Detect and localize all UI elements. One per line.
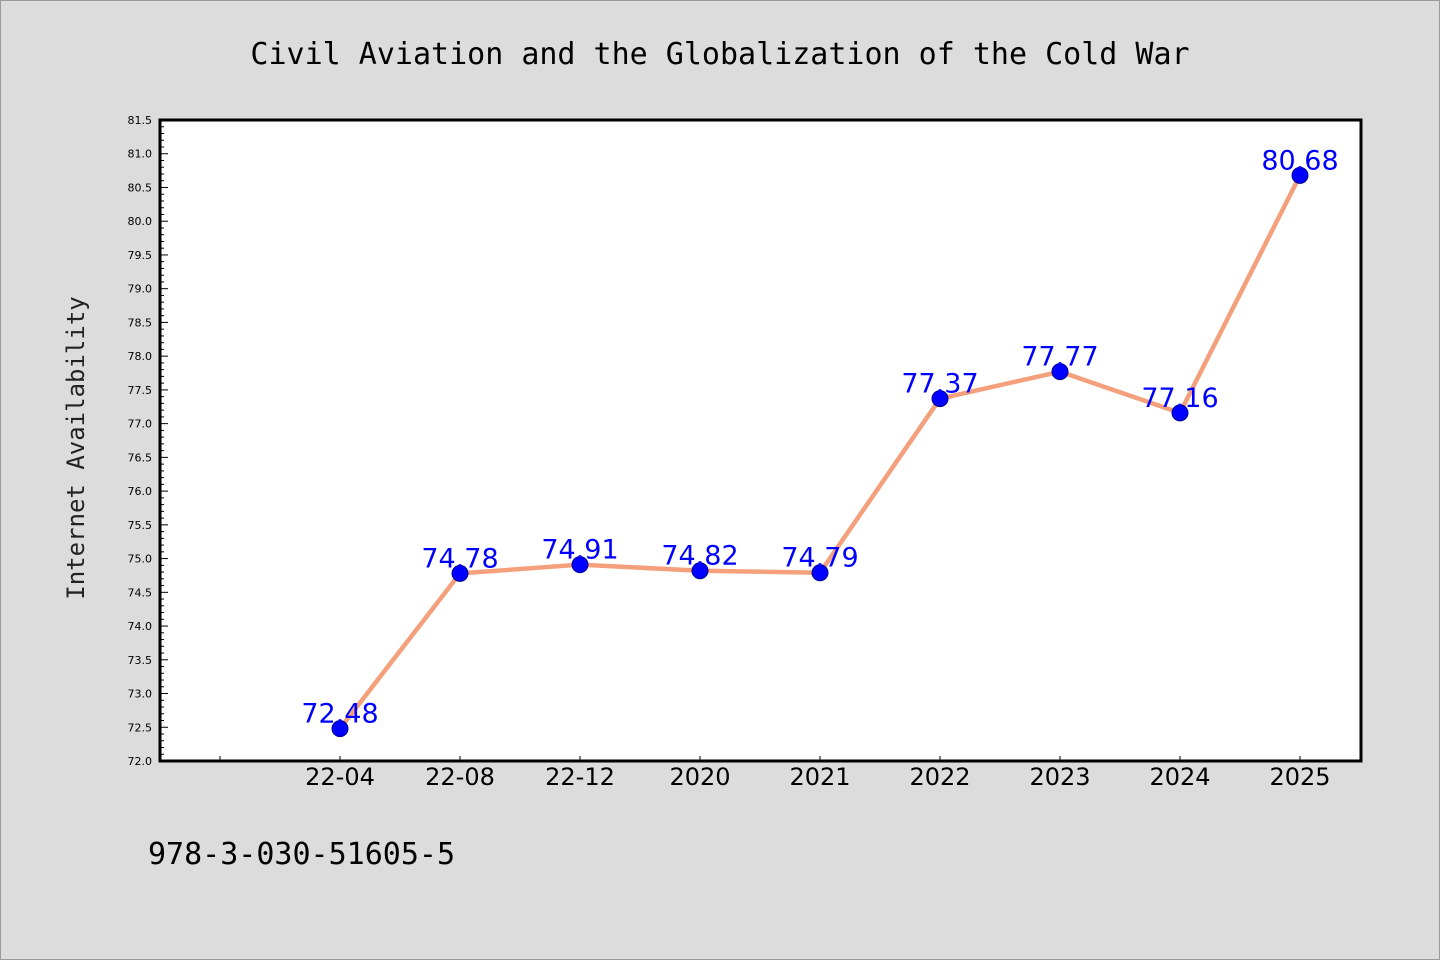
data-point-marker — [571, 556, 589, 574]
y-tick-label: 80.0 — [128, 215, 153, 228]
data-point-marker — [331, 720, 349, 738]
axis-ticks: 72.0 72.5 73.0 73.5 74.0 74.5 75.0 75.5 76.0 76.5… — [128, 114, 1331, 791]
data-label: 74.78 — [421, 543, 498, 574]
data-label: 74.79 — [781, 543, 858, 574]
y-tick-label: 80.5 — [128, 181, 153, 194]
y-tick-label: 76.5 — [128, 451, 153, 464]
data-point-marker — [1051, 363, 1069, 381]
y-tick-label: 79.0 — [128, 283, 153, 296]
x-tick-label: 2025 — [1269, 763, 1330, 791]
y-tick-label: 75.0 — [128, 553, 153, 566]
x-tick-label: 22-08 — [425, 763, 495, 791]
data-point-marker — [931, 390, 949, 408]
plot-border — [158, 118, 1363, 763]
data-label: 74.82 — [661, 541, 738, 572]
y-tick-label: 77.5 — [128, 384, 153, 397]
y-tick-label: 72.5 — [128, 721, 153, 734]
data-point-marker — [811, 564, 829, 582]
data-point-marker — [691, 562, 709, 580]
x-tick-label: 2020 — [669, 763, 730, 791]
data-point-marker — [1291, 166, 1309, 184]
footer-isbn: 978-3-030-51605-5 — [148, 837, 455, 872]
y-tick-label: 81.0 — [128, 148, 153, 161]
data-label-layer: 72.48 74.78 74.91 74.82 74.79 77.37 77.77 77.16… — [301, 145, 1338, 729]
x-tick-label: 22-04 — [305, 763, 375, 791]
series-marker-layer — [331, 166, 1309, 738]
y-tick-label: 74.0 — [128, 620, 153, 633]
y-tick-label: 76.0 — [128, 485, 153, 498]
y-tick-label: 73.0 — [128, 688, 153, 701]
data-label: 77.37 — [901, 369, 978, 400]
data-label: 74.91 — [541, 535, 618, 566]
data-label: 77.77 — [1021, 342, 1098, 373]
y-tick-label: 78.0 — [128, 350, 153, 363]
x-tick-label: 2022 — [909, 763, 970, 791]
x-tick-label: 22-12 — [545, 763, 615, 791]
data-label: 77.16 — [1141, 383, 1218, 414]
y-tick-label: 75.5 — [128, 519, 153, 532]
y-tick-label: 73.5 — [128, 654, 153, 667]
y-tick-label: 72.0 — [128, 755, 153, 768]
data-point-marker — [451, 564, 469, 582]
y-tick-label: 78.5 — [128, 316, 153, 329]
data-point-marker — [1171, 404, 1189, 422]
y-tick-label: 77.0 — [128, 418, 153, 431]
x-tick-label: 2023 — [1029, 763, 1090, 791]
data-label: 72.48 — [301, 699, 378, 730]
y-tick-label: 74.5 — [128, 586, 153, 599]
y-axis-label: Internet Availability — [62, 296, 90, 599]
x-tick-label: 2024 — [1149, 763, 1210, 791]
plot-area — [160, 120, 1361, 761]
chart-title: Civil Aviation and the Globalization of … — [250, 37, 1189, 72]
y-tick-label: 81.5 — [128, 114, 153, 127]
y-tick-label: 79.5 — [128, 249, 153, 262]
data-label: 80.68 — [1261, 145, 1338, 176]
x-tick-label: 2021 — [789, 763, 850, 791]
